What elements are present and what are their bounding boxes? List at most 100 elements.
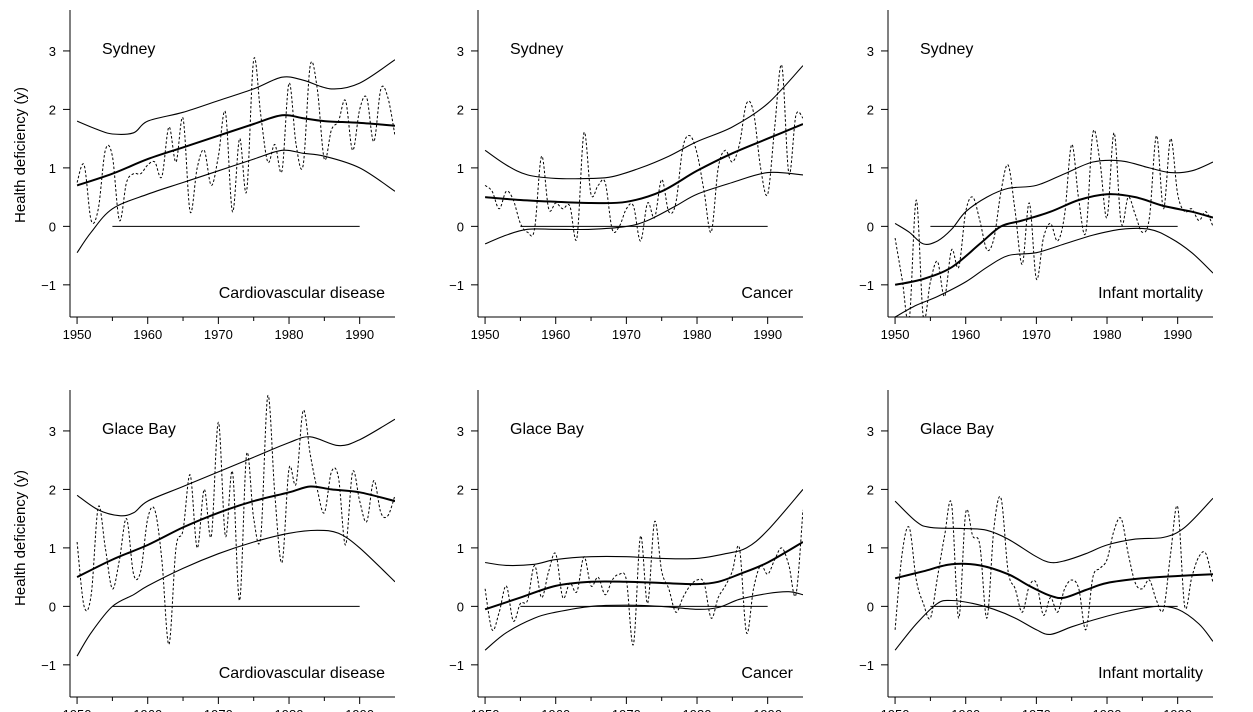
x-tick-label: 1950 <box>881 707 910 712</box>
y-tick-label: −1 <box>859 658 874 673</box>
trend-line <box>894 193 1213 286</box>
upper-band-line <box>894 497 1213 564</box>
trend-line <box>484 541 803 611</box>
x-tick-label: 1970 <box>1022 707 1051 712</box>
y-tick-label: 0 <box>867 599 874 614</box>
panel-place-label: Glace Bay <box>920 421 994 438</box>
chart-panels: −1 0 1 2 3 1950 1960 1970 1980 1990 Sydney Cardiova… <box>41 10 1213 712</box>
y-tick-label: 3 <box>49 44 56 59</box>
x-tick-label: 1950 <box>881 327 910 342</box>
x-tick-label: 1950 <box>471 327 500 342</box>
y-tick-label: −1 <box>41 278 56 293</box>
series-group <box>484 489 803 651</box>
upper-band-line <box>76 59 395 135</box>
y-axis-label-bottom: Health deficiency (y) <box>12 470 29 606</box>
y-tick-label: 2 <box>457 102 464 117</box>
panel-title-label: Infant mortality <box>1098 285 1203 302</box>
y-tick-label: 0 <box>49 599 56 614</box>
panel-title-label: Cancer <box>741 285 793 302</box>
observed-series-line <box>76 57 395 224</box>
x-tick-label: 1950 <box>63 707 92 712</box>
y-tick-label: 0 <box>457 219 464 234</box>
y-tick-label: −1 <box>449 278 464 293</box>
x-tick-label: 1980 <box>683 707 712 712</box>
lower-band-line <box>894 227 1213 317</box>
y-tick-label: −1 <box>859 278 874 293</box>
x-tick-label: 1990 <box>345 707 374 712</box>
x-tick-label: 1970 <box>612 707 641 712</box>
x-tick-label: 1990 <box>753 327 782 342</box>
lower-band-line <box>894 599 1213 651</box>
y-tick-label: 2 <box>867 482 874 497</box>
y-tick-label: 2 <box>49 482 56 497</box>
chart-panel-6: −1 0 1 2 3 1950 1960 1970 1980 1990 Glace Bay Infan… <box>859 390 1213 712</box>
y-tick-label: 3 <box>457 44 464 59</box>
upper-band-line <box>76 418 395 517</box>
x-tick-label: 1980 <box>1093 707 1122 712</box>
y-tick-label: −1 <box>41 658 56 673</box>
chart-panel-4: −1 0 1 2 3 1950 1960 1970 1980 1990 Glace Bay Cardi… <box>41 390 395 712</box>
observed-series-line <box>484 509 803 645</box>
x-tick-label: 1960 <box>541 707 570 712</box>
x-tick-label: 1960 <box>133 707 162 712</box>
series-group <box>484 64 803 245</box>
y-tick-label: 3 <box>457 424 464 439</box>
x-tick-label: 1960 <box>951 707 980 712</box>
lower-band-line <box>484 171 803 245</box>
y-tick-label: 1 <box>867 161 874 176</box>
panel-place-label: Sydney <box>510 41 563 58</box>
upper-band-line <box>485 489 803 567</box>
y-tick-label: 1 <box>867 541 874 556</box>
chart-panel-2: −1 0 1 2 3 1950 1960 1970 1980 1990 Sydney Cancer <box>449 10 803 342</box>
observed-series-line <box>894 129 1213 317</box>
x-tick-label: 1990 <box>1163 707 1192 712</box>
x-tick-label: 1980 <box>683 327 712 342</box>
y-tick-label: 1 <box>49 541 56 556</box>
trend-line <box>894 562 1213 600</box>
series-group <box>76 395 395 657</box>
upper-band-line <box>894 159 1213 245</box>
y-tick-label: 0 <box>457 599 464 614</box>
panel-title-label: Cardiovascular disease <box>219 665 385 682</box>
trend-line <box>76 114 395 187</box>
panel-place-label: Glace Bay <box>102 421 176 438</box>
y-tick-label: 3 <box>867 44 874 59</box>
chart-panel-5: −1 0 1 2 3 1950 1960 1970 1980 1990 Glace Bay Cance… <box>449 390 803 712</box>
x-tick-label: 1980 <box>275 327 304 342</box>
y-tick-label: 1 <box>457 161 464 176</box>
y-tick-label: −1 <box>449 658 464 673</box>
panel-title-label: Cancer <box>741 665 793 682</box>
x-tick-label: 1970 <box>204 707 233 712</box>
series-group <box>894 496 1213 651</box>
x-tick-label: 1960 <box>133 327 162 342</box>
panel-title-label: Cardiovascular disease <box>219 285 385 302</box>
x-tick-label: 1990 <box>753 707 782 712</box>
y-tick-label: 1 <box>49 161 56 176</box>
observed-series-line <box>484 64 803 242</box>
trend-line <box>76 485 395 578</box>
y-tick-label: 2 <box>867 102 874 117</box>
x-tick-label: 1960 <box>541 327 570 342</box>
y-tick-label: 1 <box>457 541 464 556</box>
series-group <box>894 129 1213 317</box>
chart-panel-1: −1 0 1 2 3 1950 1960 1970 1980 1990 Sydney Cardiova… <box>41 10 395 342</box>
trend-line <box>485 123 803 205</box>
panel-title-label: Infant mortality <box>1098 665 1203 682</box>
chart-panel-3: −1 0 1 2 3 1950 1960 1970 1980 1990 Sydney Infant m… <box>859 10 1213 342</box>
y-tick-label: 2 <box>49 102 56 117</box>
observed-series-line <box>894 496 1213 631</box>
x-tick-label: 1990 <box>345 327 374 342</box>
y-axis-label-top: Health deficiency (y) <box>12 87 29 223</box>
y-tick-label: 2 <box>457 482 464 497</box>
lower-band-line <box>76 149 395 254</box>
x-tick-label: 1950 <box>471 707 500 712</box>
x-tick-label: 1970 <box>1022 327 1051 342</box>
panel-place-label: Sydney <box>102 41 155 58</box>
lower-band-line <box>76 529 395 657</box>
x-tick-label: 1990 <box>1163 327 1192 342</box>
x-tick-label: 1970 <box>204 327 233 342</box>
series-group <box>76 57 395 254</box>
lower-band-line <box>484 591 803 651</box>
x-tick-label: 1980 <box>1093 327 1122 342</box>
